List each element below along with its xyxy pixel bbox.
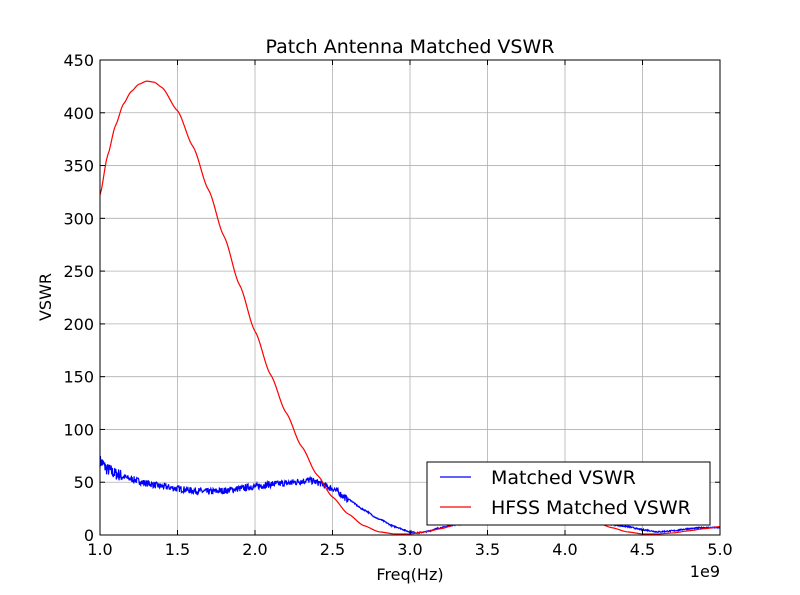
chart-title: Patch Antenna Matched VSWR	[266, 36, 555, 58]
y-axis-label: VSWR	[36, 273, 55, 321]
legend: Matched VSWR HFSS Matched VSWR	[426, 461, 711, 526]
x-tick-label: 1.0	[87, 540, 112, 559]
x-tick-label: 2.0	[242, 540, 267, 559]
y-tick-label: 0	[84, 526, 94, 545]
y-tick-label: 400	[63, 104, 94, 123]
x-tick-label: 1.5	[165, 540, 190, 559]
x-tick-label: 3.5	[475, 540, 500, 559]
x-tick-label: 4.5	[630, 540, 655, 559]
y-tick-label: 50	[74, 473, 94, 492]
legend-label-hfss-matched-vswr: HFSS Matched VSWR	[491, 497, 691, 519]
legend-label-matched-vswr: Matched VSWR	[491, 467, 636, 489]
y-tick-label: 100	[63, 420, 94, 439]
y-tick-label: 150	[63, 368, 94, 387]
y-tick-label: 450	[63, 51, 94, 70]
x-tick-label: 2.5	[320, 540, 345, 559]
y-tick-label: 300	[63, 209, 94, 228]
y-tick-label: 350	[63, 157, 94, 176]
x-tick-label: 4.0	[552, 540, 577, 559]
x-axis-label: Freq(Hz)	[376, 565, 443, 584]
x-axis-offset-label: 1e9	[690, 562, 720, 581]
ticks: 1.0 1.5 2.0 2.5 3.0 3.5 4.0 4.5 5.0 0 50 100 150 200 2…	[63, 51, 732, 559]
x-tick-label: 3.0	[397, 540, 422, 559]
y-tick-label: 200	[63, 315, 94, 334]
x-tick-label: 5.0	[707, 540, 732, 559]
legend-box	[426, 461, 711, 526]
y-tick-label: 250	[63, 262, 94, 281]
